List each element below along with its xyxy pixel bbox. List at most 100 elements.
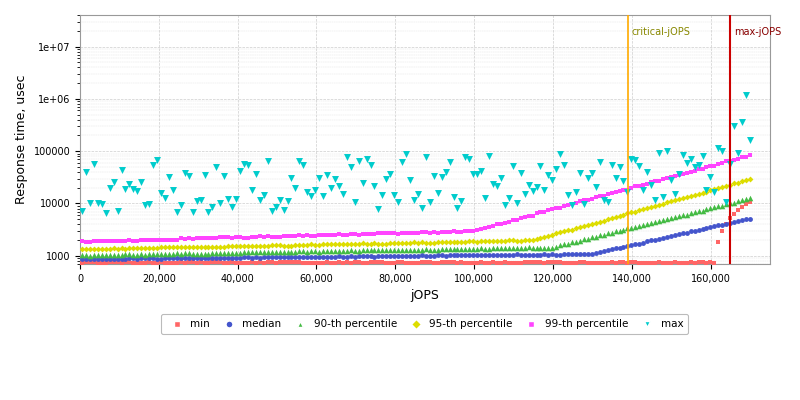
Point [111,259,124,266]
Point [431,246,444,253]
Point [645,179,658,186]
Point [474,245,487,251]
Point [443,246,456,253]
Point [732,180,745,186]
Point [127,245,140,251]
Point [696,208,709,214]
Point [558,162,570,168]
Point [222,196,234,202]
Point [494,245,507,251]
Point [586,196,598,202]
Point [669,173,682,180]
Point [368,253,381,260]
Point [162,236,175,243]
Point [404,246,417,253]
Point [739,92,752,98]
Point [150,260,163,266]
Point [554,242,566,249]
Point [400,252,413,259]
Point [305,241,318,248]
Point [274,197,286,203]
Point [230,243,242,249]
Point [534,245,547,251]
Point [522,252,535,258]
Point [123,251,136,258]
Point [684,210,697,216]
Point [598,260,610,266]
Point [158,255,171,261]
Point [226,204,238,210]
Point [372,240,385,247]
Point [467,228,480,234]
Point [166,255,179,261]
Point [554,252,566,258]
Point [598,232,610,238]
Point [360,253,373,259]
Point [494,260,507,266]
Point [79,246,92,252]
Point [388,192,401,198]
Point [146,260,159,266]
Point [119,185,132,192]
Point [154,259,167,266]
Point [546,206,558,212]
Point [728,123,741,130]
Point [222,260,234,266]
Point [210,235,222,242]
Point [570,188,582,195]
Point [558,251,570,257]
Point [578,251,590,258]
Point [388,260,401,266]
Point [242,260,254,266]
Point [490,183,503,190]
Point [582,175,594,182]
Point [617,211,630,218]
Point [384,247,397,253]
Point [566,201,578,208]
Point [83,259,96,265]
Point [277,207,290,213]
Point [301,248,314,255]
Point [415,246,428,253]
Point [633,260,646,266]
Point [570,200,582,206]
Point [119,251,132,258]
Point [419,259,432,266]
Point [107,252,120,258]
Point [266,242,278,248]
Point [629,224,642,230]
Point [728,180,741,186]
Point [194,250,207,257]
Point [87,252,100,258]
Point [574,259,586,265]
Point [135,251,148,258]
Point [700,187,713,194]
Point [566,226,578,233]
Point [214,244,226,250]
Point [337,254,350,260]
Point [455,239,468,245]
Point [364,259,377,265]
Point [309,248,322,254]
Point [404,240,417,246]
Point [127,186,140,192]
Point [218,172,230,179]
Point [142,251,155,257]
Point [665,174,678,180]
Point [87,161,100,167]
Point [530,210,543,217]
Point [317,241,330,248]
Point [99,209,112,216]
Point [534,259,547,265]
Point [732,156,745,162]
Point [732,198,745,204]
Point [431,230,444,236]
Point [274,248,286,255]
Point [87,246,100,252]
Point [629,208,642,215]
Point [218,255,230,261]
Point [712,184,725,191]
Point [720,220,733,227]
Point [538,208,551,215]
Point [490,237,503,244]
